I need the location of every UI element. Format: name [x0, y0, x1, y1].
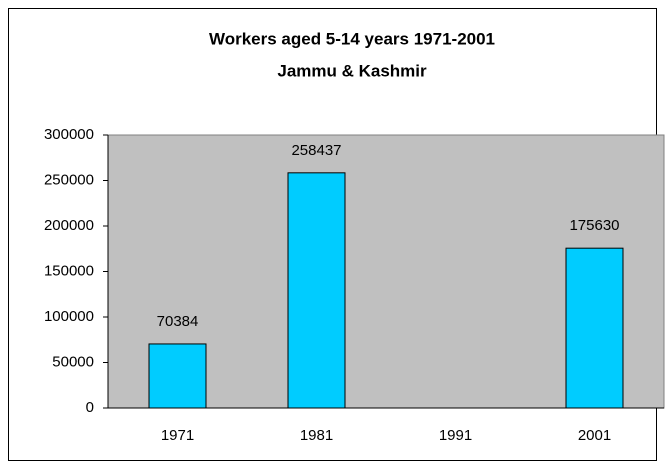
y-tick-label: 150000: [44, 262, 94, 279]
y-tick-label: 100000: [44, 308, 94, 325]
x-tick-label: 1971: [161, 427, 194, 444]
data-label: 70384: [157, 313, 199, 330]
chart-title: Workers aged 5-14 years 1971-2001: [209, 29, 495, 48]
chart-subtitle: Jammu & Kashmir: [277, 61, 427, 80]
y-tick-label: 300000: [44, 126, 94, 143]
y-tick-label: 200000: [44, 217, 94, 234]
bar: [148, 343, 207, 409]
data-label: 175630: [569, 217, 619, 234]
bar: [287, 172, 346, 409]
x-tick-label: 1991: [439, 427, 472, 444]
x-tick-label: 1981: [300, 427, 333, 444]
y-tick-label: 250000: [44, 171, 94, 188]
x-tick-label: 2001: [578, 427, 611, 444]
data-label: 258437: [291, 142, 341, 159]
y-tick-label: 50000: [52, 353, 94, 370]
y-tick-label: 0: [86, 399, 94, 416]
bar: [565, 247, 624, 409]
